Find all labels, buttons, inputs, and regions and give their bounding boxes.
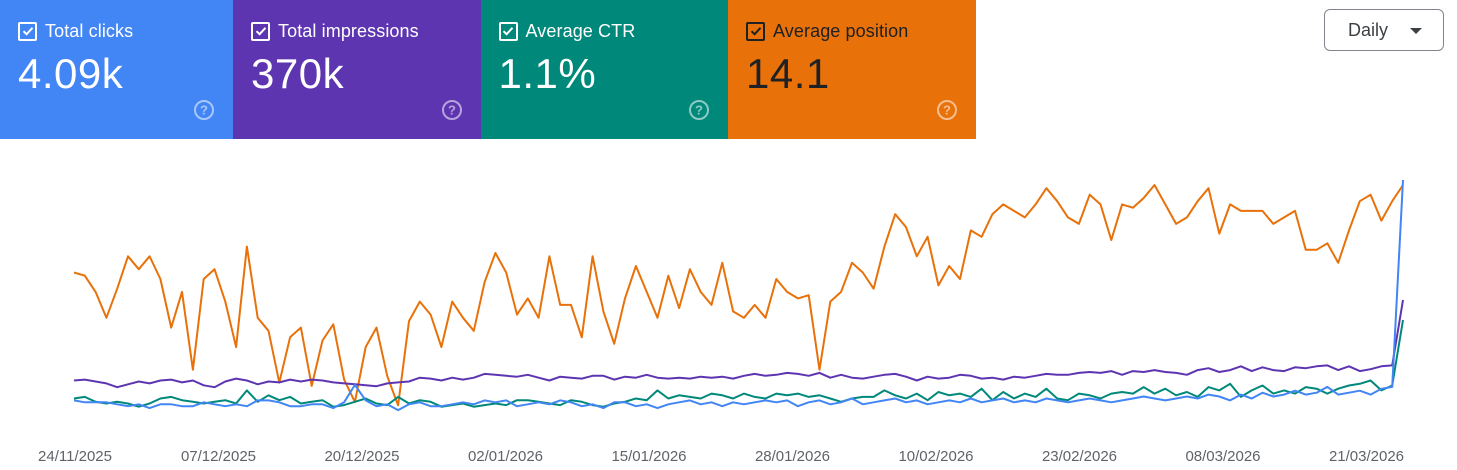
card-value: 1.1% [498,50,597,97]
x-tick-label: 20/12/2025 [324,448,399,465]
svg-text:?: ? [695,103,703,118]
help-circle-icon[interactable]: ? [688,99,710,121]
svg-text:?: ? [200,103,208,118]
card-average-position[interactable]: Average position 14.1 ? [728,0,976,139]
help-circle-icon[interactable]: ? [193,99,215,121]
series-line-average-ctr [73,319,1404,408]
checkbox-checked-icon[interactable] [746,21,765,41]
x-tick-label: 02/01/2026 [468,448,543,465]
x-tick-label: 24/11/2025 [38,448,112,465]
card-value: 370k [251,50,345,97]
x-tick-label: 15/01/2026 [611,448,686,465]
card-average-ctr[interactable]: Average CTR 1.1% ? [480,0,728,139]
help-circle-icon[interactable]: ? [441,99,463,121]
x-tick-label: 28/01/2026 [755,448,830,465]
dropdown-selected-value: Daily [1348,19,1389,40]
series-line-total-clicks [73,179,1404,412]
series-line-total-impressions [73,299,1404,389]
card-value: 4.09k [18,50,124,97]
checkbox-checked-icon[interactable] [251,21,270,41]
svg-text:?: ? [448,103,456,118]
x-tick-label: 21/03/2026 [1329,448,1404,465]
x-tick-label: 08/03/2026 [1185,448,1260,465]
card-label: Total impressions [278,20,419,41]
checkbox-checked-icon[interactable] [18,21,37,41]
x-tick-label: 23/02/2026 [1042,448,1117,465]
card-value: 14.1 [746,50,830,97]
x-tick-label: 07/12/2025 [181,448,256,465]
card-total-clicks[interactable]: Total clicks 4.09k ? [0,0,233,139]
checkbox-checked-icon[interactable] [498,21,518,41]
card-label: Average position [773,20,909,41]
card-label: Average CTR [525,20,636,41]
metric-cards: Total clicks 4.09k ? Total impressions 3… [0,0,976,139]
granularity-dropdown[interactable]: Daily [1324,9,1444,51]
series-line-average-position [73,184,1404,407]
help-circle-icon[interactable]: ? [936,99,958,121]
card-label: Total clicks [45,20,134,41]
x-axis-ticks: 24/11/2025 07/12/2025 20/12/2025 02/01/2026… [38,448,1404,465]
card-total-impressions[interactable]: Total impressions 370k ? [233,0,481,139]
series-layer [73,179,1404,412]
caret-down-icon [1410,28,1422,34]
x-tick-label: 10/02/2026 [898,448,973,465]
svg-text:?: ? [943,103,951,118]
